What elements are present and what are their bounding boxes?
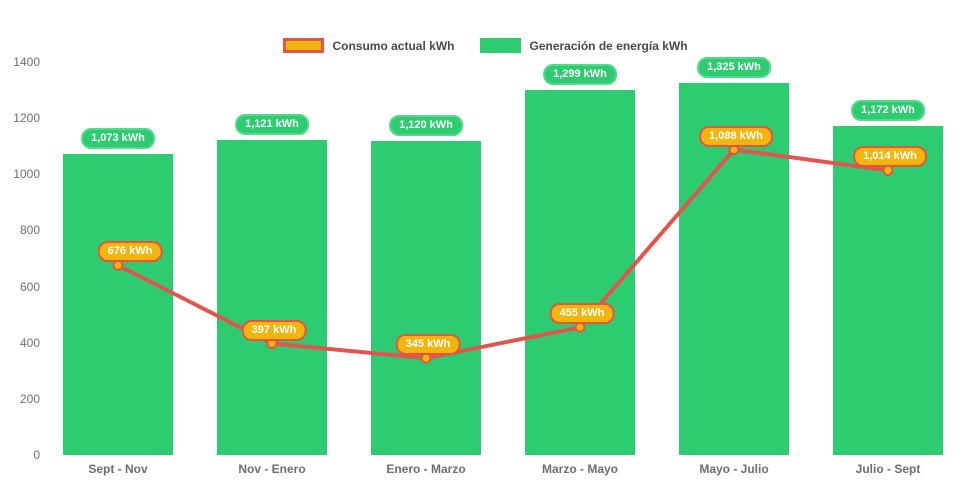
x-tick-label: Enero - Marzo (386, 462, 466, 476)
legend-item-consumo[interactable]: Consumo actual kWh (283, 38, 454, 53)
generation-bar[interactable] (833, 126, 943, 455)
generation-value-label: 1,299 kWh (543, 64, 617, 86)
y-tick-label: 600 (19, 279, 40, 294)
y-tick-label: 200 (19, 391, 40, 406)
x-tick-label: Nov - Enero (238, 462, 306, 476)
y-tick-label: 1400 (13, 55, 40, 69)
generation-bar[interactable] (217, 140, 327, 455)
consumption-value-label: 397 kWh (241, 319, 307, 341)
x-tick-label: Julio - Sept (855, 462, 921, 476)
chart-legend: Consumo actual kWh Generación de energía… (0, 38, 971, 53)
consumption-value-label: 1,088 kWh (699, 125, 773, 147)
generation-value-label: 1,172 kWh (851, 100, 925, 121)
generation-bar[interactable] (63, 153, 173, 455)
generation-value-label: 1,073 kWh (81, 127, 155, 149)
y-tick-label: 400 (19, 335, 40, 350)
consumption-line (116, 147, 890, 361)
consumption-value-label: 345 kWh (395, 334, 461, 356)
consumo-swatch-icon (283, 38, 325, 53)
legend-label-consumo: Consumo actual kWh (332, 38, 455, 53)
y-tick-label: 0 (33, 448, 40, 462)
y-tick-label: 1200 (13, 111, 40, 126)
y-tick-label: 800 (19, 223, 40, 238)
generation-value-label: 1,121 kWh (235, 114, 309, 136)
legend-item-generacion[interactable]: Generación de energía kWh (480, 38, 688, 53)
consumption-value-label: 676 kWh (97, 241, 163, 263)
generation-bar[interactable] (371, 140, 481, 455)
generation-bar[interactable] (525, 90, 635, 455)
x-tick-label: Sept - Nov (88, 462, 148, 476)
legend-label-generacion: Generación de energía kWh (529, 38, 688, 53)
consumption-value-label: 455 kWh (549, 303, 615, 325)
generacion-swatch-icon (480, 38, 522, 53)
consumption-value-label: 1,014 kWh (853, 146, 927, 168)
y-tick-label: 1000 (13, 167, 40, 182)
x-tick-label: Mayo - Julio (699, 462, 769, 476)
generation-value-label: 1,325 kWh (697, 57, 771, 79)
x-tick-label: Marzo - Mayo (541, 462, 618, 476)
generation-value-label: 1,120 kWh (389, 114, 463, 136)
